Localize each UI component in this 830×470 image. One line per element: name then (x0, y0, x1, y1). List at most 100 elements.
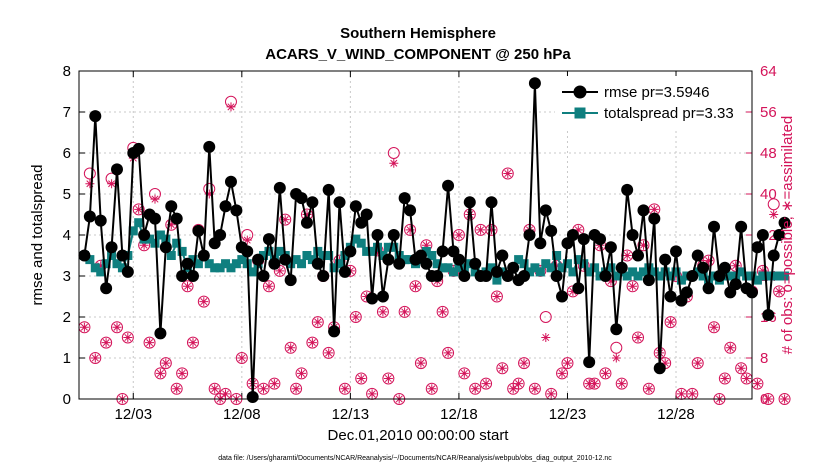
obs-possible-point (599, 367, 612, 380)
rmse-point (94, 214, 107, 227)
obs-possible-point (100, 336, 113, 349)
obs-possible-point (262, 280, 275, 293)
obs-possible-point (290, 382, 303, 395)
rmse-point (203, 140, 216, 153)
obs-assimilated-point (514, 379, 524, 389)
obs-assimilated-point (275, 266, 285, 276)
totalspread-point (736, 267, 746, 277)
obs-assimilated-point (584, 379, 594, 389)
rmse-series (78, 77, 791, 403)
obs-assimilated-point (183, 281, 192, 291)
obs-assimilated-point (617, 379, 627, 389)
rmse-point (697, 261, 710, 274)
obs-possible-point (284, 341, 297, 354)
rmse-point (148, 212, 161, 225)
obs-assimilated-point (427, 384, 437, 394)
rmse-point (159, 241, 172, 254)
totalspread-point (259, 251, 269, 260)
obs-possible-point (518, 357, 531, 370)
totalspread-point (514, 255, 524, 265)
obs-assimilated-point (324, 348, 334, 358)
obs-assimilated-point (660, 358, 670, 368)
legend-box (555, 76, 745, 128)
obs-possible-point (409, 280, 422, 293)
obs-assimilated-point (264, 281, 274, 291)
plot-frame (78, 70, 753, 400)
obs-assimilated-point (552, 261, 562, 271)
legend-spread-label: totalspread pr=3.33 (604, 105, 734, 122)
chart-subtitle: ACARS_V_WIND_COMPONENT @ 250 hPa (265, 46, 571, 63)
obs-assimilated-point (438, 307, 448, 317)
rmse-point (224, 175, 237, 188)
obs-assimilated-point (107, 179, 117, 189)
totalspread-point (383, 242, 393, 252)
obs-possible-point (442, 346, 455, 359)
obs-possible-point (610, 341, 623, 354)
obs-assimilated-point (112, 322, 122, 332)
obs-assimilated-point (145, 338, 155, 348)
obs-assimilated-point (307, 338, 317, 348)
totalspread-point (552, 251, 562, 260)
obs-assimilated-point (508, 384, 518, 394)
obs-assimilated-point (199, 297, 209, 307)
rmse-point (496, 249, 509, 262)
obs-assimilated-point (155, 368, 165, 378)
obs-assimilated-point (758, 266, 768, 276)
totalspread-point (676, 275, 686, 285)
obs-possible-point (197, 295, 210, 308)
obs-possible-point (170, 382, 183, 395)
rmse-point (480, 270, 493, 282)
totalspread-point (584, 267, 594, 277)
rmse-point (610, 323, 623, 336)
rmse-point (729, 278, 742, 291)
rmse-point (572, 282, 585, 295)
obs-assimilated-point (210, 384, 220, 394)
rmse-point (691, 249, 704, 262)
left-tick-label: 4 (63, 227, 71, 244)
right-tick-label: 8 (760, 350, 768, 367)
obs-assimilated-point (454, 230, 464, 240)
rmse-point (556, 290, 569, 303)
obs-possible-point (89, 352, 102, 364)
obs-assimilated-point (101, 338, 111, 348)
obs-assimilated-point (470, 384, 480, 394)
totalspread-point (573, 255, 583, 265)
rmse-point (626, 229, 639, 241)
obs-assimilated-point (742, 374, 752, 383)
rmse-point (116, 249, 129, 262)
left-axis-label: rmse and totalspread (29, 165, 46, 306)
rmse-point (165, 200, 178, 213)
rmse-point (279, 253, 292, 266)
totalspread-point (297, 259, 307, 269)
rmse-point (328, 325, 341, 338)
obs-possible-point (561, 357, 574, 370)
totalspread-point (329, 263, 339, 273)
obs-assimilated-point (666, 317, 676, 327)
obs-possible-point (501, 167, 514, 180)
rmse-point (306, 196, 319, 209)
x-tick-label: 12/08 (223, 406, 261, 423)
obs-possible-point (767, 198, 780, 211)
totalspread-point (758, 271, 768, 281)
obs-possible-point (480, 377, 493, 390)
rmse-point (197, 249, 210, 262)
totalspread-point (454, 263, 464, 273)
obs-possible-point (452, 229, 465, 241)
obs-possible-point (322, 346, 335, 359)
rmse-point (621, 183, 634, 196)
obs-possible-point (268, 377, 281, 390)
totalspread-point (579, 259, 589, 269)
obs-possible-point (143, 336, 156, 349)
obs-possible-point (539, 311, 552, 323)
totalspread-point (313, 246, 323, 256)
rmse-point (469, 257, 482, 270)
obs-assimilated-point (459, 368, 469, 378)
obs-possible-point (436, 305, 449, 318)
obs-assimilated-point (421, 240, 431, 250)
totalspread-point (351, 234, 361, 244)
obs-assimilated-point (443, 348, 453, 358)
obs-possible-point (306, 336, 319, 349)
totalspread-point (780, 271, 790, 281)
x-tick-label: 12/28 (657, 406, 695, 423)
rmse-point (545, 224, 558, 237)
